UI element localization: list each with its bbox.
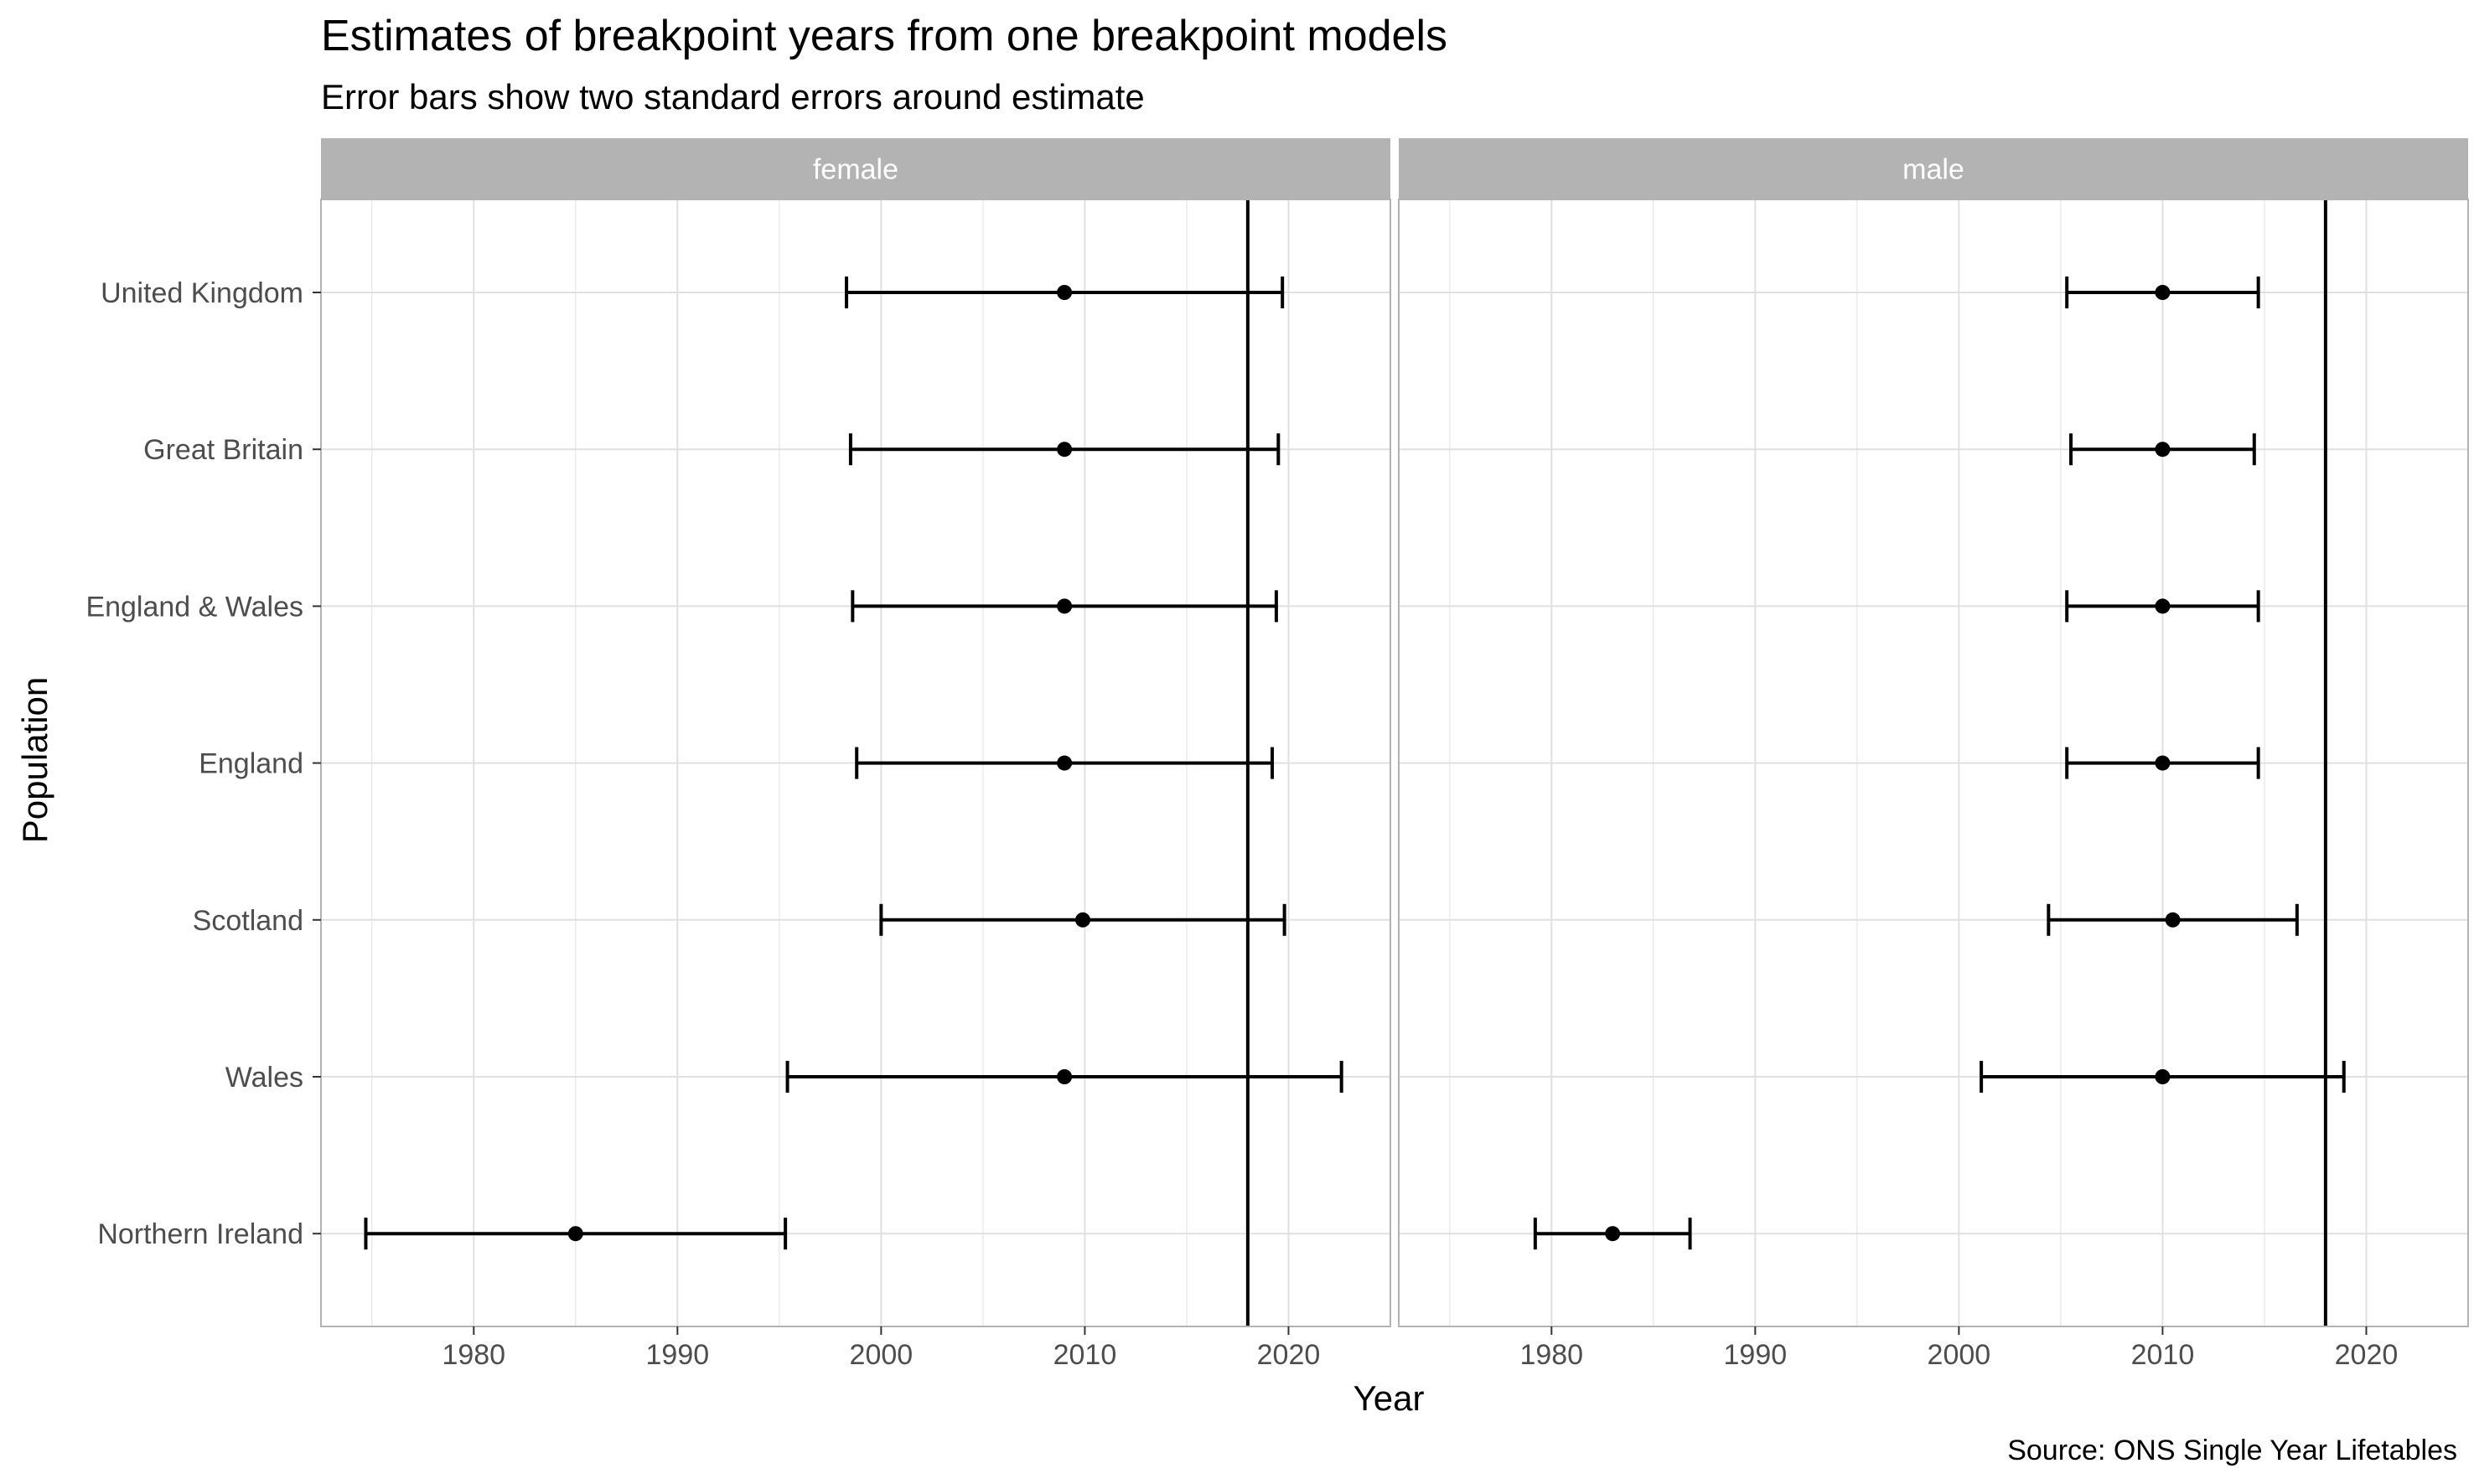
data-point-male: [1533, 1218, 1692, 1250]
x-tick-label: 1990: [1724, 1339, 1788, 1371]
data-point-male: [2047, 903, 2299, 936]
data-point-male: [2065, 590, 2260, 623]
estimate-point: [567, 1226, 583, 1242]
y-tick-label: England: [199, 748, 303, 780]
strip-female: [321, 138, 1390, 199]
x-tick-label: 1980: [442, 1339, 505, 1371]
x-tick-label: 2000: [1928, 1339, 1991, 1371]
estimate-point: [2155, 598, 2171, 614]
estimate-point: [1057, 285, 1073, 300]
strip-label-male: male: [1902, 154, 1964, 186]
x-tick-label: 2020: [1257, 1339, 1321, 1371]
data-point-female: [851, 590, 1278, 623]
y-axis-title: Population: [15, 677, 54, 844]
estimate-point: [1057, 755, 1073, 771]
estimate-point: [2155, 755, 2171, 771]
data-point-female: [364, 1218, 788, 1250]
x-tick-label: 2020: [2335, 1339, 2399, 1371]
data-point-female: [855, 747, 1275, 779]
x-tick-label: 1980: [1519, 1339, 1583, 1371]
strip-male: [1399, 138, 2468, 199]
data-point-female: [785, 1061, 1343, 1093]
estimate-point: [2155, 285, 2171, 300]
data-point-male: [2069, 433, 2256, 466]
strip-label-female: female: [813, 154, 898, 186]
y-tick-label: Great Britain: [143, 434, 303, 466]
plot-area: female 1980 1990 2000 2010 2020 male 1980 1990 20…: [85, 138, 2469, 1371]
estimate-point: [1605, 1226, 1621, 1242]
panel-female: female 1980 1990 2000 2010 2020: [320, 138, 1391, 1371]
data-point-female: [879, 903, 1286, 936]
estimate-point: [2155, 1069, 2171, 1084]
data-point-male: [2065, 277, 2260, 308]
x-tick-label: 2010: [2131, 1339, 2195, 1371]
y-tick-label: Northern Ireland: [97, 1218, 303, 1250]
panel-male: male 1980 1990 2000 2010 2020: [1398, 138, 2469, 1371]
data-point-female: [848, 433, 1281, 466]
estimate-point: [1057, 1069, 1073, 1084]
data-point-female: [845, 277, 1285, 308]
y-tick-label: Scotland: [193, 905, 303, 937]
x-axis-title: Year: [1353, 1378, 1425, 1418]
estimate-point: [2155, 442, 2171, 458]
chart-title: Estimates of breakpoint years from one b…: [321, 12, 1447, 60]
estimate-point: [1057, 442, 1073, 458]
x-tick-label: 2000: [850, 1339, 914, 1371]
y-tick-label: United Kingdom: [101, 277, 303, 309]
panel-border-male: [1398, 199, 2469, 1327]
y-tick-label: England & Wales: [85, 591, 303, 623]
estimate-point: [2165, 912, 2181, 928]
y-axis: United Kingdom Great Britain England & Wal…: [85, 277, 321, 1250]
y-tick-label: Wales: [225, 1062, 303, 1094]
estimate-point: [1074, 912, 1090, 928]
estimate-point: [1057, 598, 1073, 614]
chart-subtitle: Error bars show two standard errors arou…: [321, 77, 1145, 116]
x-tick-label: 1990: [646, 1339, 710, 1371]
x-tick-label: 2010: [1053, 1339, 1117, 1371]
data-point-male: [1980, 1061, 2346, 1093]
data-point-male: [2065, 747, 2260, 779]
chart-caption: Source: ONS Single Year Lifetables: [2007, 1435, 2457, 1466]
